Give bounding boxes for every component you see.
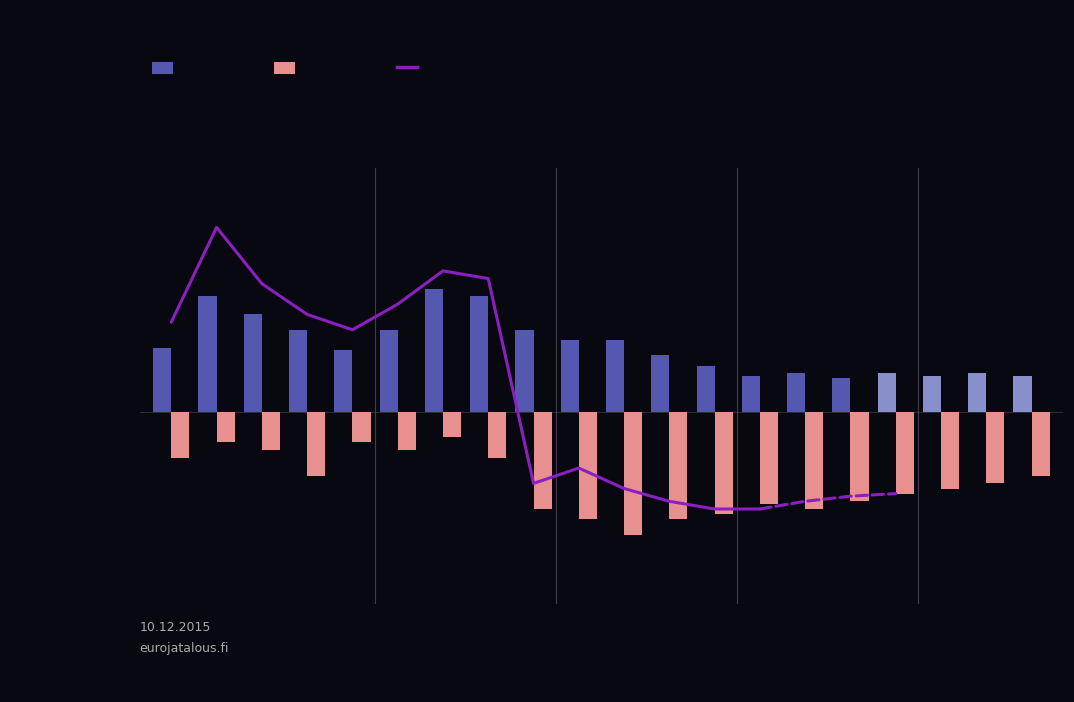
Bar bbox=[851, 411, 869, 501]
Bar bbox=[968, 373, 986, 411]
Text: 10.12.2015: 10.12.2015 bbox=[140, 621, 211, 635]
Bar bbox=[489, 411, 506, 458]
Legend: , , : , , bbox=[146, 56, 427, 81]
Bar bbox=[986, 411, 1004, 484]
Bar bbox=[289, 330, 307, 411]
Bar bbox=[199, 296, 217, 411]
Bar bbox=[669, 411, 687, 519]
Bar bbox=[579, 411, 597, 519]
Bar bbox=[534, 411, 552, 509]
Bar bbox=[896, 411, 914, 494]
Bar bbox=[154, 347, 172, 411]
Bar bbox=[561, 340, 579, 411]
Bar bbox=[262, 411, 280, 450]
Bar bbox=[352, 411, 371, 442]
Bar bbox=[334, 350, 352, 411]
Bar bbox=[470, 296, 489, 411]
Bar bbox=[787, 373, 806, 411]
Bar bbox=[244, 314, 262, 411]
Bar bbox=[307, 411, 325, 476]
Bar bbox=[1031, 411, 1049, 476]
Bar bbox=[697, 366, 714, 411]
Bar bbox=[217, 411, 235, 442]
Bar bbox=[1014, 376, 1031, 411]
Bar bbox=[760, 411, 778, 504]
Bar bbox=[397, 411, 416, 450]
Bar bbox=[425, 289, 442, 411]
Bar bbox=[742, 376, 760, 411]
Bar bbox=[714, 411, 732, 514]
Bar bbox=[923, 376, 941, 411]
Text: eurojatalous.fi: eurojatalous.fi bbox=[140, 642, 229, 656]
Bar bbox=[516, 330, 534, 411]
Bar bbox=[624, 411, 642, 535]
Bar bbox=[442, 411, 461, 437]
Bar bbox=[379, 330, 397, 411]
Bar bbox=[832, 378, 851, 411]
Bar bbox=[941, 411, 959, 489]
Bar bbox=[806, 411, 824, 509]
Bar bbox=[172, 411, 189, 458]
Bar bbox=[651, 355, 669, 411]
Bar bbox=[877, 373, 896, 411]
Bar bbox=[606, 340, 624, 411]
